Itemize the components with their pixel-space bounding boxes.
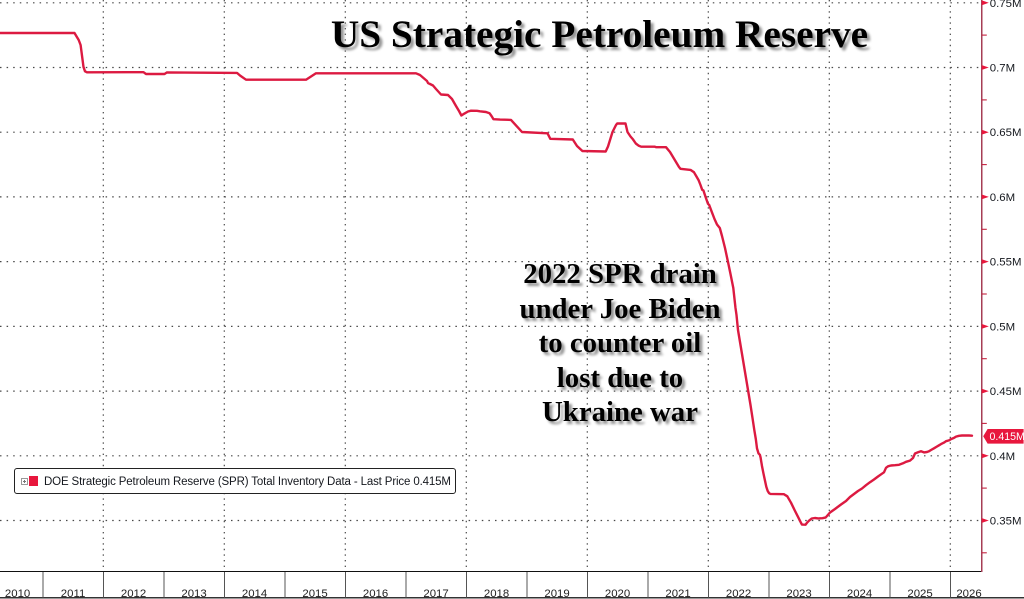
svg-text:0.7M: 0.7M [990, 63, 1015, 75]
svg-text:2022: 2022 [726, 588, 751, 599]
svg-text:0.35M: 0.35M [990, 516, 1022, 528]
svg-text:2018: 2018 [484, 588, 509, 599]
svg-text:2019: 2019 [544, 588, 569, 599]
svg-text:0.65M: 0.65M [990, 127, 1022, 139]
svg-text:2015: 2015 [302, 588, 327, 599]
svg-text:0.75M: 0.75M [990, 0, 1022, 10]
svg-text:0.5M: 0.5M [990, 321, 1015, 333]
svg-text:2011: 2011 [61, 588, 86, 599]
svg-text:2024: 2024 [847, 588, 872, 599]
svg-text:0.4M: 0.4M [990, 451, 1015, 463]
svg-text:2010: 2010 [5, 588, 30, 599]
svg-text:0.415M: 0.415M [990, 431, 1024, 443]
svg-text:2017: 2017 [423, 588, 448, 599]
svg-text:2013: 2013 [181, 588, 206, 599]
svg-text:0.55M: 0.55M [990, 257, 1022, 269]
svg-text:2020: 2020 [605, 588, 630, 599]
svg-text:0.6M: 0.6M [990, 192, 1015, 204]
svg-text:2012: 2012 [121, 588, 146, 599]
svg-text:0.45M: 0.45M [990, 386, 1022, 398]
svg-text:2025: 2025 [907, 588, 932, 599]
svg-text:2016: 2016 [363, 588, 388, 599]
svg-text:2026: 2026 [956, 588, 981, 599]
svg-text:2023: 2023 [786, 588, 811, 599]
svg-text:2014: 2014 [242, 588, 267, 599]
svg-text:2021: 2021 [665, 588, 690, 599]
